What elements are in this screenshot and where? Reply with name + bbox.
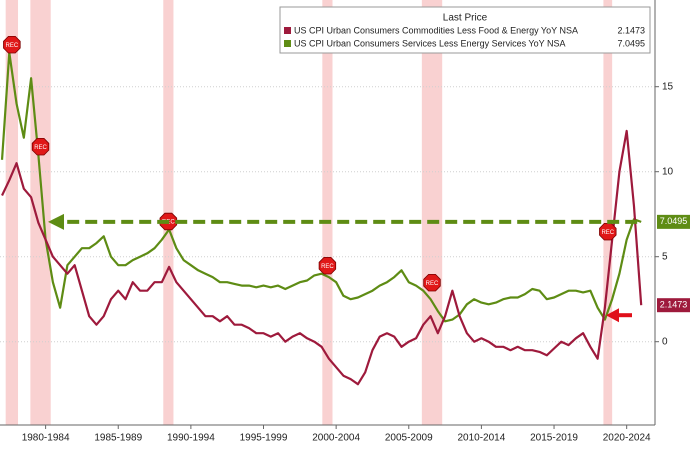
y-tick-label: 0 bbox=[662, 336, 668, 347]
axes: 0 5 10 15 1980-1984 1985-1989 1990-1994 1995-19… bbox=[0, 0, 674, 444]
x-tick-label: 1985-1989 bbox=[94, 433, 142, 444]
lines bbox=[0, 51, 643, 386]
recession-label: REC bbox=[426, 281, 439, 287]
arrow-head bbox=[606, 308, 619, 323]
last-value-label: 2.1473 bbox=[660, 300, 688, 310]
x-tick-label: 2000-2004 bbox=[312, 433, 360, 444]
last-value-box bbox=[657, 214, 690, 229]
recession-band bbox=[5, 0, 19, 425]
recession-marker bbox=[423, 273, 441, 292]
y-tick-label: 5 bbox=[662, 251, 668, 262]
recession-band bbox=[30, 0, 51, 425]
recession-band bbox=[421, 0, 443, 425]
annotations: 2.1473 7.0495 bbox=[48, 213, 690, 323]
legend-swatch bbox=[284, 27, 291, 34]
x-tick-label: 2005-2009 bbox=[385, 433, 433, 444]
last-value-box bbox=[657, 298, 690, 313]
legend-value: 2.1473 bbox=[617, 25, 645, 35]
last-value-label: 7.0495 bbox=[660, 216, 688, 226]
x-tick-label: 2010-2014 bbox=[457, 433, 505, 444]
recession-markers: RECRECRECRECRECREC bbox=[3, 36, 617, 292]
legend-entry: US CPI Urban Consumers Services Less Ene… bbox=[294, 38, 565, 48]
recession-label: REC bbox=[601, 230, 614, 236]
recession-marker bbox=[31, 137, 50, 156]
recession-band bbox=[322, 0, 333, 425]
recession-marker bbox=[318, 256, 337, 275]
recession-band bbox=[603, 0, 613, 425]
y-tick-label: 10 bbox=[662, 166, 674, 177]
legend-swatch bbox=[284, 40, 291, 47]
legend-entry: US CPI Urban Consumers Commodities Less … bbox=[294, 25, 578, 35]
recession-marker bbox=[3, 36, 21, 54]
recession-label: REC bbox=[34, 145, 47, 151]
series-line bbox=[1, 129, 643, 386]
recession-band bbox=[163, 0, 174, 425]
legend-value: 7.0495 bbox=[617, 38, 645, 48]
y-tick-label: 15 bbox=[662, 81, 674, 92]
recession-label: REC bbox=[321, 264, 334, 270]
recession-marker bbox=[599, 222, 617, 241]
series-line bbox=[0, 51, 642, 323]
recession-bands bbox=[5, 0, 613, 425]
x-tick-label: 1995-1999 bbox=[240, 433, 288, 444]
legend: Last Price US CPI Urban Consumers Commod… bbox=[279, 6, 651, 54]
x-tick-label: 1980-1984 bbox=[22, 433, 70, 444]
recession-label: REC bbox=[6, 43, 19, 49]
legend-box bbox=[279, 6, 651, 54]
x-tick-label: 2015-2019 bbox=[530, 433, 578, 444]
x-tick-label: 1990-1994 bbox=[167, 433, 215, 444]
legend-title: Last Price bbox=[443, 13, 488, 24]
grid bbox=[0, 86, 655, 343]
x-tick-label: 2020-2024 bbox=[603, 433, 651, 444]
arrow-head bbox=[48, 213, 64, 230]
